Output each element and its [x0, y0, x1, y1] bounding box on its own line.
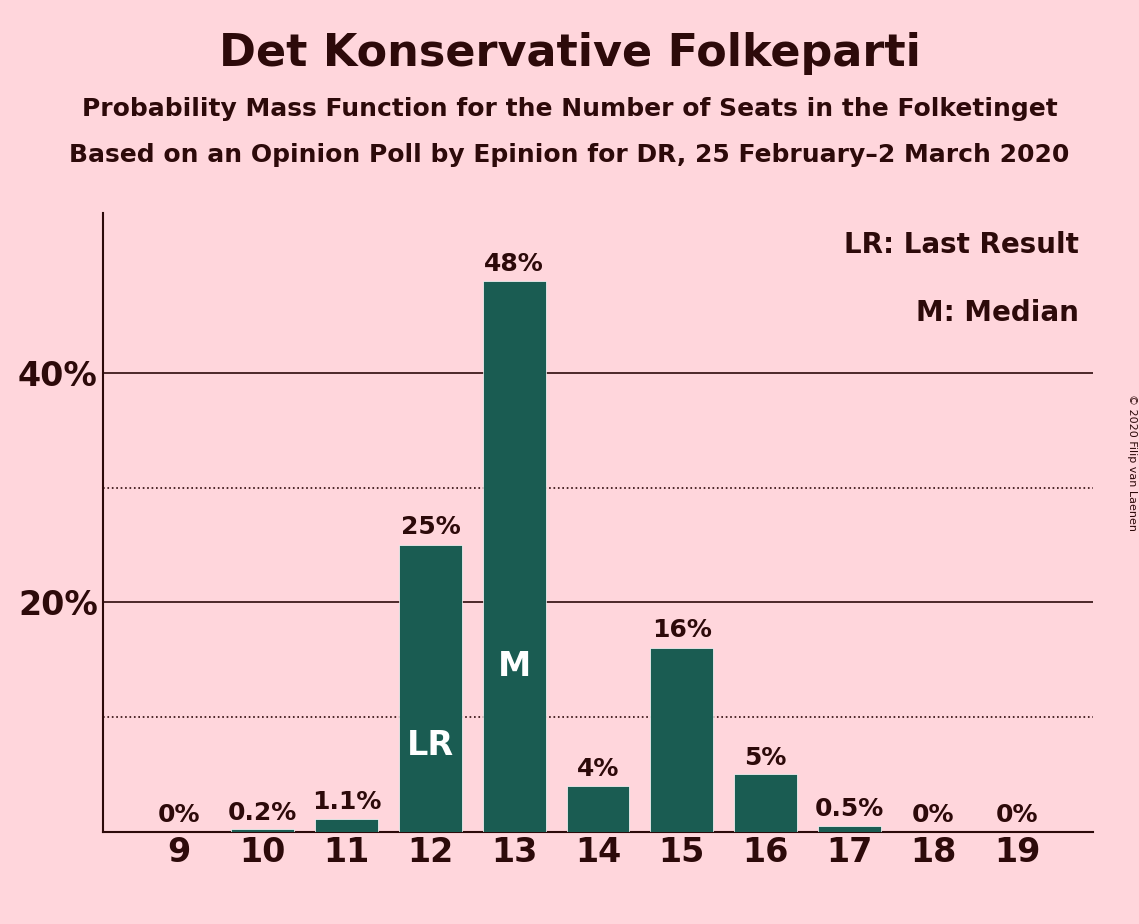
Text: 25%: 25%: [401, 516, 460, 540]
Text: Det Konservative Folkeparti: Det Konservative Folkeparti: [219, 32, 920, 76]
Text: 0%: 0%: [995, 803, 1039, 827]
Bar: [399, 545, 461, 832]
Text: 0%: 0%: [912, 803, 954, 827]
Bar: [231, 830, 294, 832]
Text: 0.2%: 0.2%: [228, 801, 297, 825]
Text: LR: LR: [407, 729, 454, 762]
Bar: [735, 774, 797, 832]
Text: 0%: 0%: [157, 803, 200, 827]
Text: 1.1%: 1.1%: [312, 790, 382, 814]
Text: © 2020 Filip van Laenen: © 2020 Filip van Laenen: [1126, 394, 1137, 530]
Text: M: M: [498, 650, 531, 683]
Text: 4%: 4%: [576, 757, 620, 781]
Bar: [650, 648, 713, 832]
Text: 48%: 48%: [484, 251, 544, 275]
Text: 5%: 5%: [745, 746, 787, 770]
Text: Based on an Opinion Poll by Epinion for DR, 25 February–2 March 2020: Based on an Opinion Poll by Epinion for …: [69, 143, 1070, 167]
Text: LR: Last Result: LR: Last Result: [844, 231, 1079, 259]
Bar: [818, 826, 880, 832]
Text: 16%: 16%: [652, 618, 712, 642]
Bar: [316, 819, 378, 832]
Text: 0.5%: 0.5%: [814, 797, 884, 821]
Bar: [566, 785, 630, 832]
Bar: [483, 281, 546, 832]
Text: Probability Mass Function for the Number of Seats in the Folketinget: Probability Mass Function for the Number…: [82, 97, 1057, 121]
Text: M: Median: M: Median: [916, 299, 1079, 327]
